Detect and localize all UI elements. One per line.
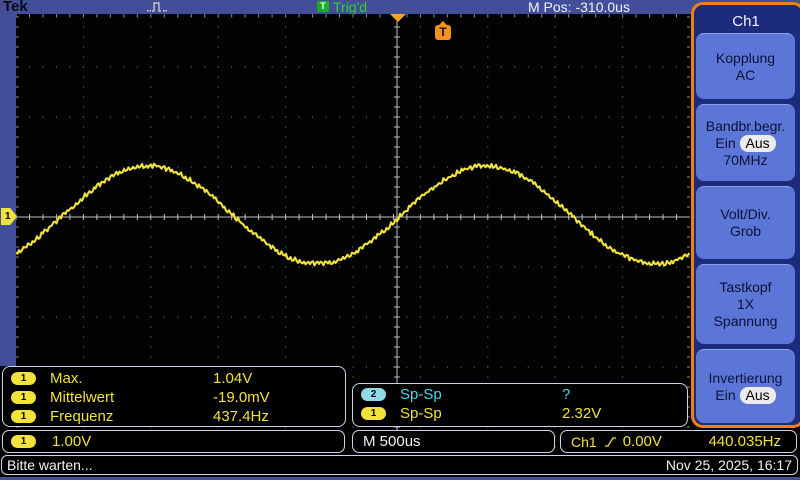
ch1-badge: 1 [361, 407, 386, 420]
bottom-bezel [0, 477, 800, 480]
toggle-ein: Ein [715, 386, 736, 403]
ch1-scale-readout: 1 1.00V [2, 430, 345, 453]
datetime: Nov 25, 2025, 16:17 [665, 457, 792, 473]
measurement-label: Frequenz [50, 408, 114, 425]
acquisition-pulse-icon [147, 2, 167, 12]
timebase-readout: M 500us [352, 430, 555, 453]
measurement-value: ? [562, 386, 571, 403]
horizontal-position-readout: M Pos: -310.0us [528, 0, 630, 15]
timebase-value: M 500us [363, 433, 421, 450]
measurement-value: 437.4Hz [213, 408, 269, 425]
measurement-label: Max. [50, 370, 83, 387]
toggle-aus-selected: Aus [739, 386, 776, 404]
trigger-readout: Ch1 0.00V 440.035Hz [560, 430, 797, 453]
ch2-badge: 2 [361, 388, 386, 401]
measurement-row: 1 Frequenz 437.4Hz [3, 407, 345, 426]
left-bezel [0, 14, 16, 366]
rising-edge-icon [604, 436, 616, 447]
trigger-position-marker-icon [390, 14, 406, 22]
trigger-point-flag-icon: T [435, 21, 451, 40]
ch1-badge: 1 [11, 372, 36, 385]
trigger-level: 0.00V [622, 433, 662, 450]
trigger-status-text: Trig'd [333, 0, 368, 15]
menu-button-bandbreite[interactable]: Bandbr.begr. Ein Aus 70MHz [696, 104, 795, 181]
measurement-value: 2.32V [562, 405, 602, 422]
ch1-badge: 1 [11, 391, 36, 404]
measurement-box-ch1: 1 Max. 1.04V 1 Mittelwert -19.0mV 1 Freq… [2, 366, 346, 427]
channel1-ground-marker: 1 [1, 208, 17, 225]
measurement-row: 1 Mittelwert -19.0mV [3, 388, 345, 407]
measurement-value: 1.04V [213, 370, 253, 387]
trigger-status-icon: T [317, 1, 329, 12]
status-bar: Bitte warten... Nov 25, 2025, 16:17 [1, 455, 798, 475]
measurement-label: Sp-Sp [400, 386, 442, 403]
ch1-badge: 1 [11, 410, 36, 423]
menu-button-tastkopf[interactable]: Tastkopf 1X Spannung [696, 264, 795, 344]
status-message: Bitte warten... [7, 457, 93, 473]
trigger-frequency: 440.035Hz [708, 433, 781, 450]
toggle-aus-selected: Aus [739, 134, 776, 152]
ch1-volts-per-div: 1.00V [52, 433, 92, 450]
measurement-row: 1 Sp-Sp 2.32V [353, 404, 687, 423]
measurement-label: Sp-Sp [400, 405, 442, 422]
menu-button-kopplung[interactable]: Kopplung AC [696, 33, 795, 99]
measurement-label: Mittelwert [50, 389, 115, 406]
channel1-menu-panel: Ch1 Kopplung AC Bandbr.begr. Ein Aus 70M… [691, 2, 800, 428]
measurement-row: 1 Max. 1.04V [3, 369, 345, 388]
top-status-bar: Tek T Trig'd M Pos: -310.0us [0, 0, 800, 15]
measurement-row: 2 Sp-Sp ? [353, 385, 687, 404]
tek-logo: Tek [3, 0, 28, 15]
menu-button-invertierung[interactable]: Invertierung Ein Aus [696, 349, 795, 423]
measurement-value: -19.0mV [213, 389, 270, 406]
toggle-ein: Ein [715, 134, 736, 151]
measurement-box-pkpk: 2 Sp-Sp ? 1 Sp-Sp 2.32V [352, 383, 688, 427]
trigger-source: Ch1 [571, 433, 597, 450]
ch1-badge: 1 [11, 435, 36, 448]
menu-title: Ch1 [732, 13, 760, 30]
menu-button-voltdiv[interactable]: Volt/Div. Grob [696, 186, 795, 259]
